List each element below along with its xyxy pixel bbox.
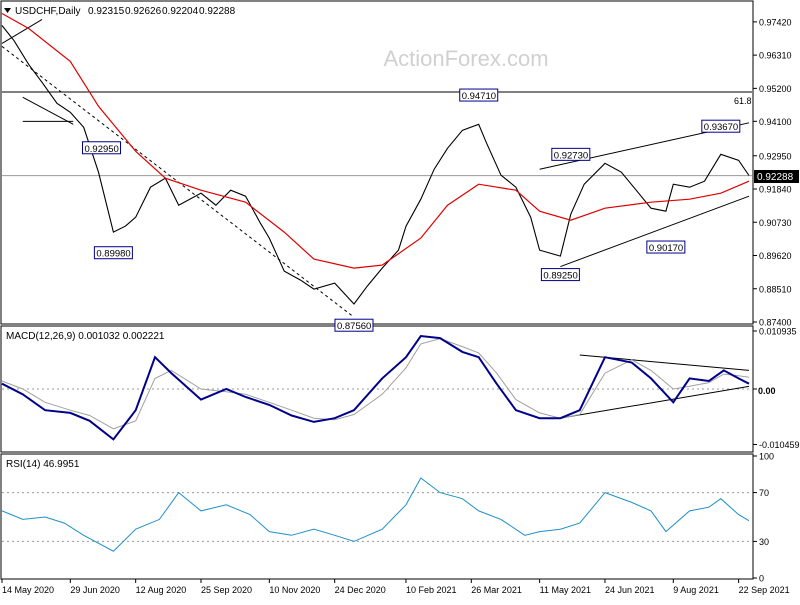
ohlc-open: 0.92315 (88, 6, 125, 17)
x-tick-label: 26 Mar 2021 (471, 585, 522, 595)
price-annotation-label: 0.92950 (85, 144, 119, 155)
macd-signal-line (1, 338, 750, 430)
price-y-tick-label: 0.94100 (759, 117, 792, 127)
rsi-y-tick-label: 100 (759, 452, 774, 462)
rsi-y-tick-label: 30 (759, 537, 769, 547)
x-tick-label: 25 Sep 2020 (201, 585, 252, 595)
x-tick-label: 9 Aug 2021 (673, 585, 719, 595)
price-series-line (1, 25, 750, 305)
price-y-tick-label: 0.95200 (759, 84, 792, 94)
price-annotation-label: 0.92730 (554, 150, 588, 161)
x-tick-label: 14 May 2020 (2, 585, 54, 595)
current-price-tag: 0.92288 (757, 172, 794, 183)
price-annotation-label: 0.89980 (96, 249, 130, 260)
price-y-tick-label: 0.97420 (759, 17, 792, 27)
macd-y-tick-label: -0.010459 (759, 440, 800, 450)
x-tick-label: 12 Aug 2020 (136, 585, 187, 595)
x-tick-label: 11 May 2021 (540, 585, 591, 595)
price-annotation-box (701, 119, 741, 133)
x-tick-label: 29 Jun 2020 (70, 585, 120, 595)
price-annotation-box (459, 88, 499, 102)
ohlc-high: 0.92626 (125, 6, 162, 17)
price-y-tick-label: 0.88510 (759, 284, 792, 294)
fib-level-label: 61.8 (734, 96, 752, 106)
price-y-tick-label: 0.89620 (759, 251, 792, 261)
price-trendline (22, 96, 74, 125)
price-y-tick-label: 0.96310 (759, 51, 792, 61)
price-y-tick-label: 0.92950 (759, 151, 792, 161)
collapse-arrow-icon[interactable] (4, 8, 11, 13)
ma-series-line (1, 12, 750, 269)
rsi-line (1, 477, 750, 552)
x-tick-label: 22 Sep 2021 (739, 585, 790, 595)
price-y-tick-label: 0.90730 (759, 218, 792, 228)
price-y-tick-label: 0.91840 (759, 185, 792, 195)
rsi-y-tick-label: 70 (759, 488, 769, 498)
price-panel-frame (0, 0, 754, 325)
current-price-tag-bg (754, 170, 799, 183)
macd-zero-label: 0.00 (758, 386, 776, 396)
rsi-y-tick-label: 0 (759, 574, 764, 584)
price-annotation-label: 0.94710 (462, 91, 496, 102)
macd-trendline (560, 385, 750, 419)
x-tick-label: 24 Dec 2020 (335, 585, 386, 595)
price-annotation-box (646, 240, 686, 254)
price-y-tick-label: 0.87400 (759, 318, 792, 328)
price-annotation-box (540, 268, 580, 282)
price-trendline (560, 195, 750, 268)
x-tick-label: 10 Feb 2021 (406, 585, 457, 595)
price-annotation-label: 0.90170 (649, 243, 683, 254)
price-annotation-box (93, 246, 133, 260)
price-annotation-box (551, 147, 591, 161)
macd-y-tick-label: 0.010935 (759, 326, 797, 336)
price-annotation-label: 0.87560 (337, 321, 371, 332)
rsi-title: RSI(14) 46.9951 (6, 459, 80, 470)
x-tick-label: 10 Nov 2020 (269, 585, 320, 595)
ohlc-low: 0.92204 (162, 6, 199, 17)
macd-title: MACD(12,26,9) 0.001032 0.002221 (6, 331, 165, 342)
price-title: USDCHF,Daily (15, 6, 81, 17)
price-annotation-label: 0.89250 (543, 271, 577, 282)
price-annotation-label: 0.93670 (704, 122, 738, 133)
ohlc-close: 0.92288 (199, 6, 236, 17)
price-annotation-box (334, 318, 374, 332)
price-trendline (1, 19, 43, 44)
x-tick-label: 24 Jun 2021 (605, 585, 655, 595)
rsi-panel-frame (0, 453, 754, 580)
watermark: ActionForex.com (383, 46, 548, 71)
macd-main-line (1, 334, 750, 441)
price-annotation-box (82, 141, 122, 155)
